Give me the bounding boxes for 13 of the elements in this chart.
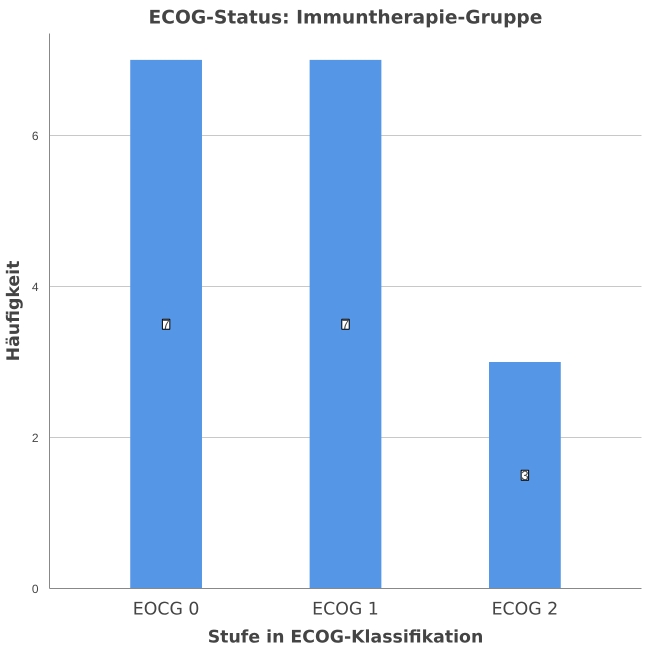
x-tick-label: ECOG 2 bbox=[492, 600, 558, 620]
data-label: 7 bbox=[162, 317, 170, 332]
x-axis-title: Stufe in ECOG-Klassifikation bbox=[208, 628, 484, 648]
y-tick-label: 0 bbox=[32, 582, 39, 596]
y-axis-title: Häufigkeit bbox=[4, 260, 24, 362]
data-label: 3 bbox=[521, 468, 529, 484]
y-tick-label: 2 bbox=[32, 430, 39, 445]
data-label: 7 bbox=[342, 317, 350, 332]
y-tick-label: 6 bbox=[32, 128, 39, 143]
x-tick-label: EOCG 0 bbox=[132, 600, 200, 620]
chart-title: ECOG-Status: Immuntherapie-Gruppe bbox=[148, 8, 542, 28]
y-tick-label: 4 bbox=[32, 280, 39, 294]
x-tick-label: ECOG 1 bbox=[312, 600, 379, 620]
